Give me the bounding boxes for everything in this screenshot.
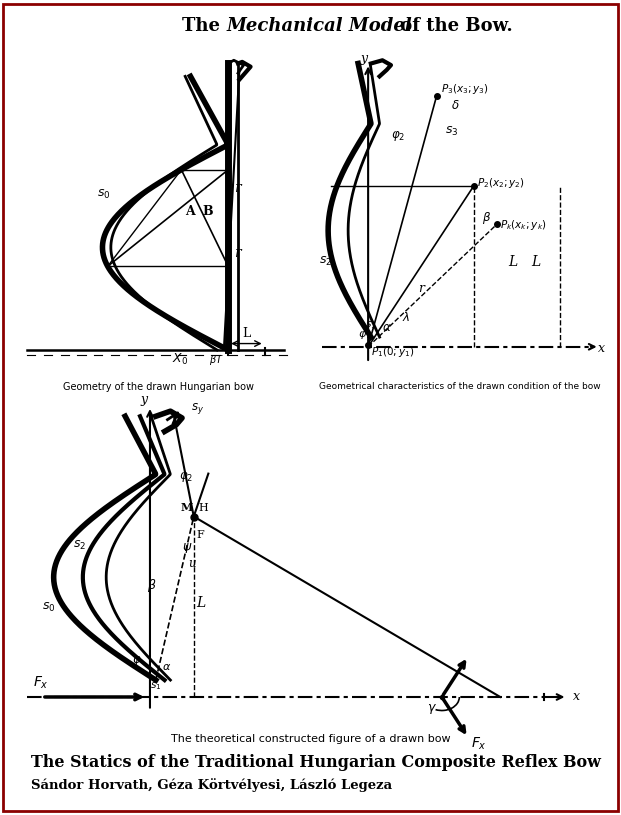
Text: $s_0$: $s_0$: [97, 187, 111, 200]
Text: M: M: [181, 502, 193, 513]
Text: $\delta$: $\delta$: [451, 99, 460, 112]
Text: $F_x$: $F_x$: [34, 675, 49, 691]
Text: $s_2$: $s_2$: [319, 255, 332, 268]
Text: $\alpha$: $\alpha$: [383, 320, 392, 333]
Text: Sándor Horvath, Géza Körtvélyesi, László Legeza: Sándor Horvath, Géza Körtvélyesi, László…: [31, 778, 392, 792]
Text: Mechanical Model: Mechanical Model: [227, 17, 412, 36]
Text: $\beta T$: $\beta T$: [209, 353, 224, 367]
Text: $P_1(0;y_1)$: $P_1(0;y_1)$: [371, 345, 414, 359]
Text: $P_3(x_3;y_3)$: $P_3(x_3;y_3)$: [441, 82, 489, 96]
Text: Geometry of the drawn Hungarian bow: Geometry of the drawn Hungarian bow: [63, 382, 254, 392]
Text: u: u: [188, 557, 196, 570]
Text: $P_2(x_2;y_2)$: $P_2(x_2;y_2)$: [477, 176, 525, 190]
Text: $s_3$: $s_3$: [445, 126, 459, 139]
Text: L: L: [242, 327, 250, 340]
Text: $\varphi_2$: $\varphi_2$: [391, 129, 405, 143]
Text: y: y: [360, 52, 368, 65]
Text: $\gamma$: $\gamma$: [427, 702, 437, 716]
Text: L: L: [197, 596, 206, 610]
Text: $\lambda$: $\lambda$: [402, 311, 410, 324]
Text: r: r: [418, 282, 424, 295]
Text: y: y: [140, 393, 148, 406]
Text: $\psi$: $\psi$: [182, 541, 193, 555]
Text: F: F: [197, 531, 204, 540]
Text: L: L: [508, 255, 517, 269]
Text: r: r: [233, 181, 240, 196]
Text: B: B: [202, 205, 212, 218]
Text: H: H: [198, 504, 208, 513]
Text: The Statics of the Traditional Hungarian Composite Reflex Bow: The Statics of the Traditional Hungarian…: [31, 754, 601, 771]
Text: L: L: [531, 255, 540, 269]
Text: x: x: [598, 341, 605, 355]
Text: $P_k(x_k;y_k)$: $P_k(x_k;y_k)$: [499, 218, 546, 231]
Text: $s_0$: $s_0$: [42, 601, 56, 614]
Text: The theoretical constructed figure of a drawn bow: The theoretical constructed figure of a …: [171, 734, 450, 744]
Text: of the Bow.: of the Bow.: [394, 17, 513, 36]
Text: $\varphi_1$: $\varphi_1$: [358, 329, 372, 341]
Text: $s_1$: $s_1$: [150, 681, 161, 692]
Text: $\beta$: $\beta$: [483, 210, 492, 227]
Text: r: r: [233, 245, 240, 260]
Text: $s_2$: $s_2$: [73, 539, 86, 552]
Text: Geometrical characteristics of the drawn condition of the bow: Geometrical characteristics of the drawn…: [319, 382, 601, 391]
Text: $X_0$: $X_0$: [172, 352, 188, 367]
Text: $s_1$: $s_1$: [365, 319, 377, 331]
Text: $s_y$: $s_y$: [191, 401, 204, 416]
Text: $\beta$: $\beta$: [147, 577, 156, 594]
Text: $\varphi_2$: $\varphi_2$: [179, 470, 193, 484]
Text: A: A: [185, 205, 195, 218]
Text: $\alpha$: $\alpha$: [161, 662, 171, 672]
Text: $\varphi$: $\varphi$: [132, 654, 142, 668]
Text: x: x: [573, 690, 580, 703]
Text: The: The: [183, 17, 227, 36]
Text: $F_x$: $F_x$: [471, 736, 487, 752]
